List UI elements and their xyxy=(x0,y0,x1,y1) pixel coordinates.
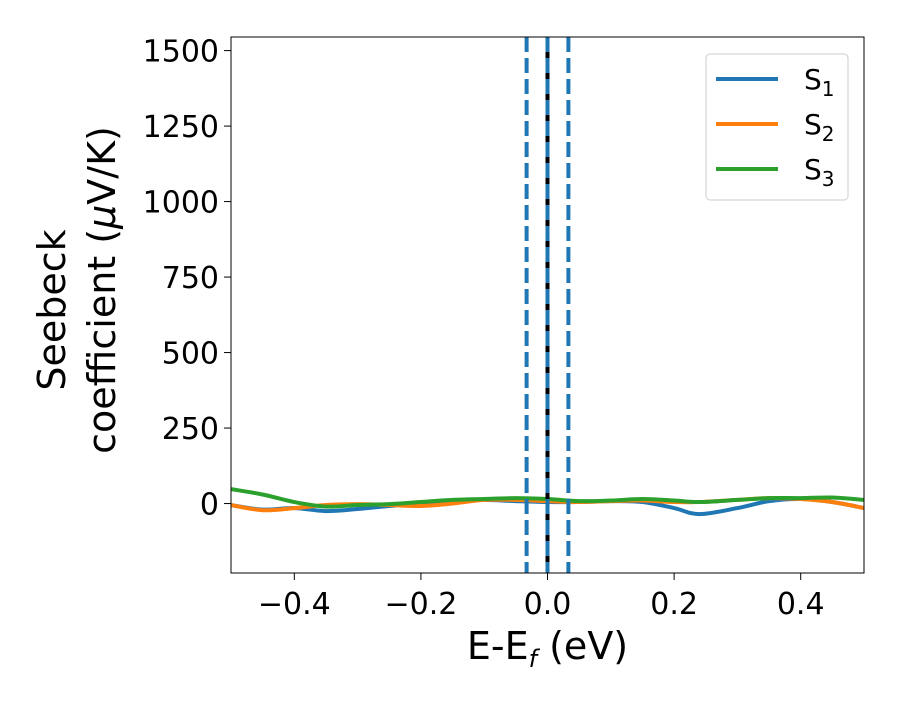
vline-layer xyxy=(524,37,571,573)
y-axis-title-line2-suffix: V/K) xyxy=(80,126,124,205)
y-tick-label: 1500 xyxy=(143,35,219,70)
x-tick-label: 0.0 xyxy=(524,587,572,622)
x-tick-label: −0.4 xyxy=(258,587,331,622)
x-axis-title-suffix: (eV) xyxy=(537,624,628,668)
x-tick-label: −0.2 xyxy=(384,587,457,622)
x-tick-label: 0.4 xyxy=(777,587,825,622)
y-axis-title: Seebeck coefficient (μV/K) xyxy=(30,126,124,454)
legend-label-s1: S1 xyxy=(804,63,835,101)
y-axis-ticks: 0 250 500 750 1000 1250 1500 xyxy=(143,35,231,523)
y-tick-label: 500 xyxy=(162,337,219,372)
x-tick-label: 0.2 xyxy=(650,587,698,622)
y-tick-label: 1000 xyxy=(143,186,219,221)
y-axis-title-line2: coefficient (μV/K) xyxy=(80,126,124,454)
y-tick-label: 750 xyxy=(162,261,219,296)
y-tick-label: 1250 xyxy=(143,110,219,145)
y-tick-label: 250 xyxy=(162,412,219,447)
legend: S1 S2 S3 xyxy=(705,53,849,201)
y-axis-title-line2-main: coefficient ( xyxy=(80,229,124,454)
x-axis-ticks: −0.4 −0.2 0.0 0.2 0.4 xyxy=(258,573,825,622)
x-axis-title-main: E-E xyxy=(467,624,529,668)
x-axis-title: E-Ef (eV) xyxy=(467,624,628,673)
y-axis-title-line1: Seebeck xyxy=(30,229,74,390)
y-tick-label: 0 xyxy=(200,488,219,523)
legend-label-s2: S2 xyxy=(804,108,835,146)
legend-label-s3: S3 xyxy=(804,153,835,191)
y-axis-title-mu: μ xyxy=(80,205,124,230)
legend-box xyxy=(705,53,849,201)
